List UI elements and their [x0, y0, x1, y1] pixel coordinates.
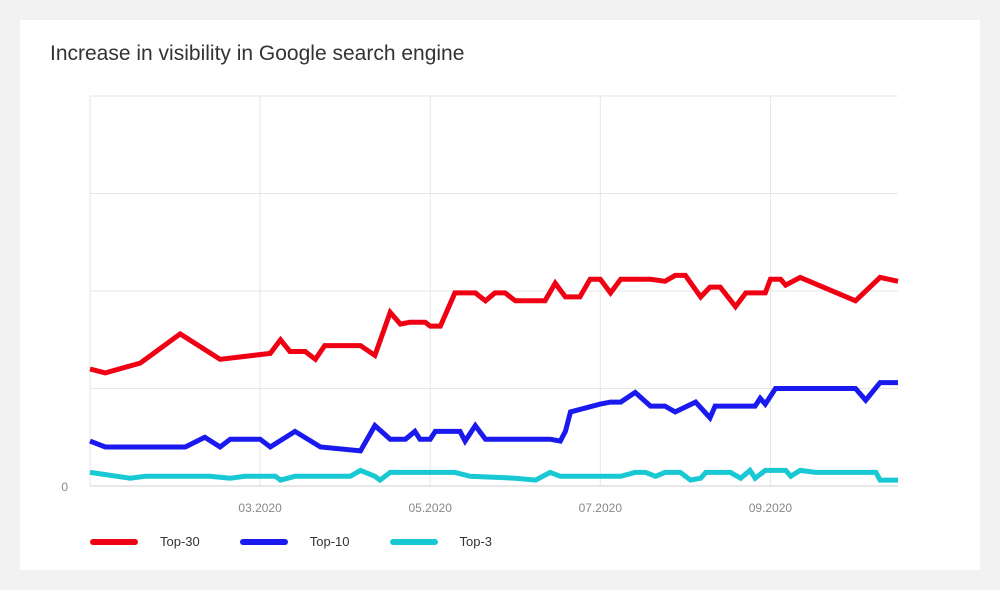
- x-tick-label-0: 03.2020: [238, 501, 282, 515]
- chart-plot: 03.2020 05.2020 07.2020 09.2020 0: [61, 95, 899, 515]
- chart-title: Increase in visibility in Google search …: [50, 42, 465, 65]
- x-tick-label-1: 05.2020: [409, 501, 453, 515]
- x-tick-label-2: 07.2020: [579, 501, 623, 515]
- legend-item-top-10[interactable]: Top-10: [239, 534, 350, 549]
- legend-swatch-top-10: [239, 538, 288, 545]
- legend-label-top-10: Top-10: [309, 534, 350, 549]
- series-line-top-3: [89, 466, 898, 484]
- legend-label-top-3: Top-3: [459, 534, 493, 549]
- legend-label-top-30: Top-30: [160, 534, 200, 549]
- axis-layer: 03.2020 05.2020 07.2020 09.2020 0: [61, 480, 898, 515]
- y-tick-label-0: 0: [61, 480, 68, 494]
- series-layer: [89, 272, 899, 484]
- legend-swatch-top-30: [90, 538, 138, 545]
- legend-swatch-top-3: [389, 538, 438, 545]
- legend-item-top-30[interactable]: Top-30: [90, 534, 200, 549]
- series-line-top-30: [89, 272, 899, 376]
- chart-legend: Top-30 Top-10 Top-3: [90, 534, 532, 549]
- chart-card: Increase in visibility in Google search …: [20, 20, 980, 570]
- x-tick-label-3: 09.2020: [749, 501, 793, 515]
- legend-item-top-3[interactable]: Top-3: [389, 534, 493, 549]
- series-line-top-10: [89, 380, 898, 454]
